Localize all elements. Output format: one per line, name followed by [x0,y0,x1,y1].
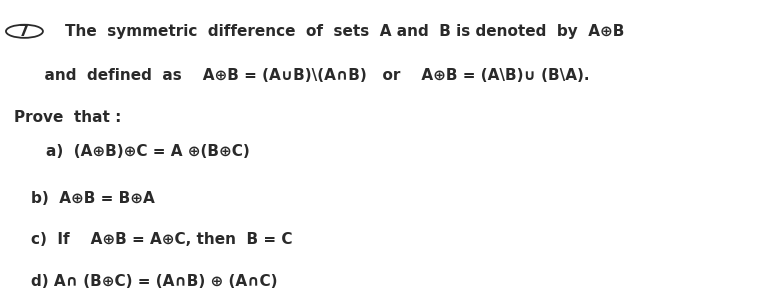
Text: c)  If    A⊕B = A⊕C, then  B = C: c) If A⊕B = A⊕C, then B = C [31,232,292,247]
Text: d) A∩ (B⊕C) = (A∩B) ⊕ (A∩C): d) A∩ (B⊕C) = (A∩B) ⊕ (A∩C) [31,274,277,289]
Text: b)  A⊕B = B⊕A: b) A⊕B = B⊕A [31,191,154,206]
Text: The  symmetric  difference  of  sets  A and  B is denoted  by  A⊕B: The symmetric difference of sets A and B… [65,24,624,39]
Text: a)  (A⊕B)⊕C = A ⊕(B⊕C): a) (A⊕B)⊕C = A ⊕(B⊕C) [46,145,250,159]
Text: and  defined  as    A⊕B = (A∪B)\(A∩B)   or    A⊕B = (A\B)∪ (B\A).: and defined as A⊕B = (A∪B)\(A∩B) or A⊕B … [34,69,590,83]
Text: Prove  that :: Prove that : [14,110,121,125]
Text: 7: 7 [19,24,30,39]
